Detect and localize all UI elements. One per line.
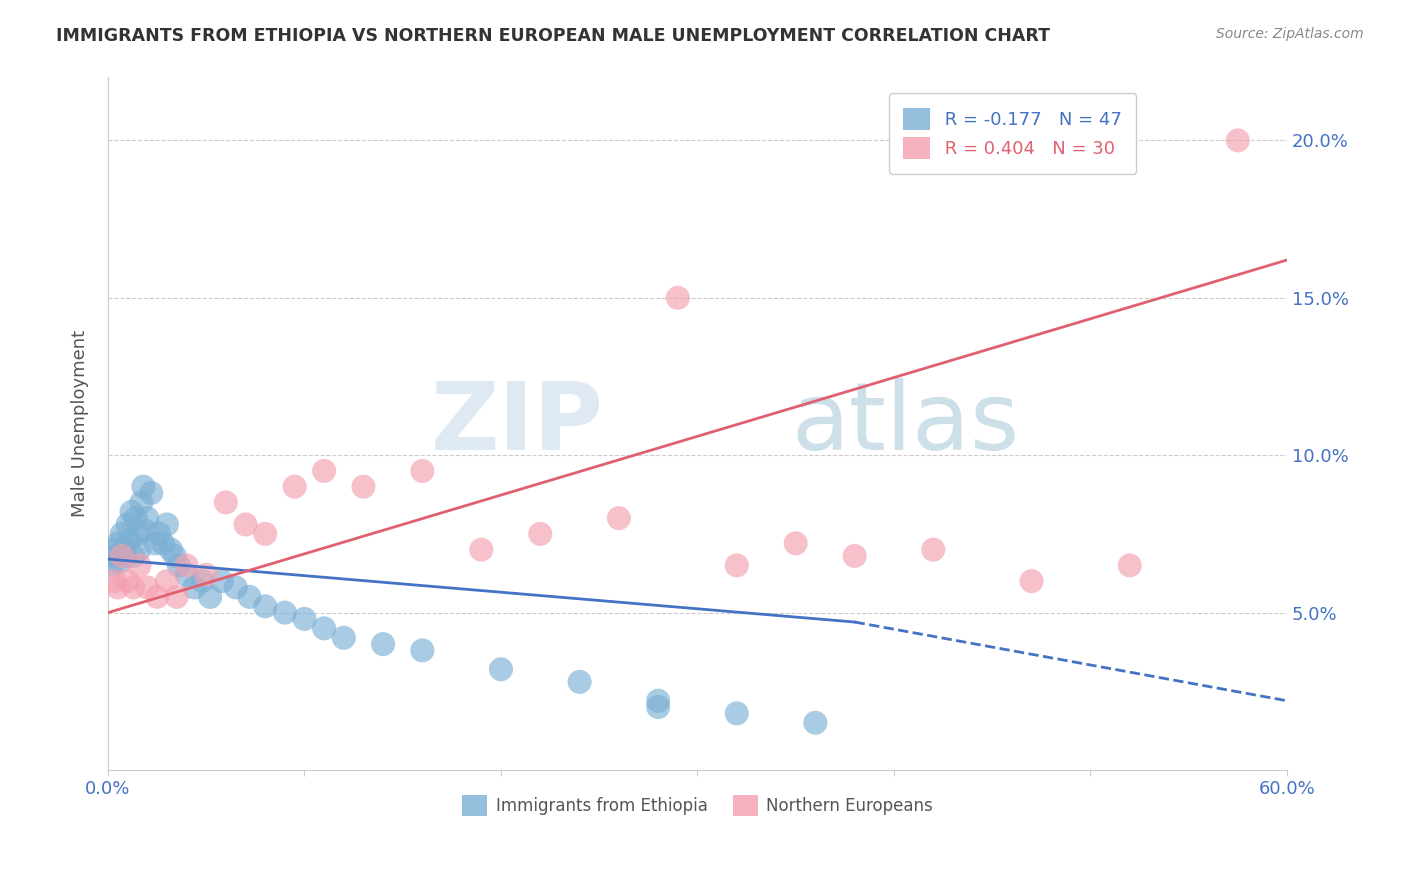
Point xyxy=(146,590,169,604)
Point xyxy=(411,643,433,657)
Point xyxy=(108,555,131,569)
Point xyxy=(176,558,198,573)
Point xyxy=(132,480,155,494)
Text: Source: ZipAtlas.com: Source: ZipAtlas.com xyxy=(1216,27,1364,41)
Point xyxy=(225,581,247,595)
Point xyxy=(121,505,143,519)
Point xyxy=(1021,574,1043,588)
Point xyxy=(104,549,127,563)
Point xyxy=(107,536,129,550)
Point xyxy=(352,480,374,494)
Point xyxy=(112,542,135,557)
Point xyxy=(111,527,134,541)
Point xyxy=(725,558,748,573)
Point xyxy=(215,495,238,509)
Point xyxy=(1119,558,1142,573)
Point xyxy=(163,549,186,563)
Point xyxy=(922,542,945,557)
Point xyxy=(117,517,139,532)
Point xyxy=(131,495,153,509)
Point xyxy=(607,511,630,525)
Point xyxy=(195,567,218,582)
Point xyxy=(411,464,433,478)
Point xyxy=(470,542,492,557)
Point xyxy=(117,574,139,588)
Point xyxy=(666,291,689,305)
Point xyxy=(294,612,316,626)
Point xyxy=(122,581,145,595)
Point xyxy=(128,542,150,557)
Point xyxy=(314,621,336,635)
Point xyxy=(103,542,125,557)
Point xyxy=(529,527,551,541)
Point xyxy=(254,599,277,614)
Point xyxy=(152,536,174,550)
Point xyxy=(136,511,159,525)
Text: ZIP: ZIP xyxy=(430,377,603,470)
Point xyxy=(127,527,149,541)
Point xyxy=(124,511,146,525)
Point xyxy=(191,574,214,588)
Point xyxy=(284,480,307,494)
Point xyxy=(211,574,233,588)
Point xyxy=(198,590,221,604)
Point xyxy=(156,574,179,588)
Point xyxy=(371,637,394,651)
Point xyxy=(844,549,866,563)
Point xyxy=(141,486,163,500)
Point xyxy=(103,574,125,588)
Point xyxy=(111,549,134,563)
Legend: Immigrants from Ethiopia, Northern Europeans: Immigrants from Ethiopia, Northern Europ… xyxy=(454,787,941,824)
Point xyxy=(107,581,129,595)
Point xyxy=(114,549,136,563)
Point xyxy=(647,700,669,714)
Text: IMMIGRANTS FROM ETHIOPIA VS NORTHERN EUROPEAN MALE UNEMPLOYMENT CORRELATION CHAR: IMMIGRANTS FROM ETHIOPIA VS NORTHERN EUR… xyxy=(56,27,1050,45)
Point xyxy=(725,706,748,721)
Point xyxy=(238,590,260,604)
Point xyxy=(176,567,198,582)
Point xyxy=(128,558,150,573)
Point xyxy=(122,549,145,563)
Point xyxy=(134,524,156,538)
Point xyxy=(274,606,297,620)
Point xyxy=(804,715,827,730)
Point xyxy=(136,581,159,595)
Point xyxy=(156,517,179,532)
Point xyxy=(118,533,141,548)
Point xyxy=(314,464,336,478)
Point xyxy=(143,536,166,550)
Point xyxy=(785,536,807,550)
Text: atlas: atlas xyxy=(792,377,1019,470)
Point xyxy=(333,631,356,645)
Point xyxy=(160,542,183,557)
Point xyxy=(254,527,277,541)
Point xyxy=(647,694,669,708)
Point xyxy=(167,558,190,573)
Point xyxy=(101,558,124,573)
Point xyxy=(235,517,257,532)
Point xyxy=(166,590,188,604)
Point xyxy=(568,674,591,689)
Point xyxy=(489,662,512,676)
Point xyxy=(183,581,205,595)
Point xyxy=(148,527,170,541)
Point xyxy=(1226,133,1249,147)
Y-axis label: Male Unemployment: Male Unemployment xyxy=(72,330,89,517)
